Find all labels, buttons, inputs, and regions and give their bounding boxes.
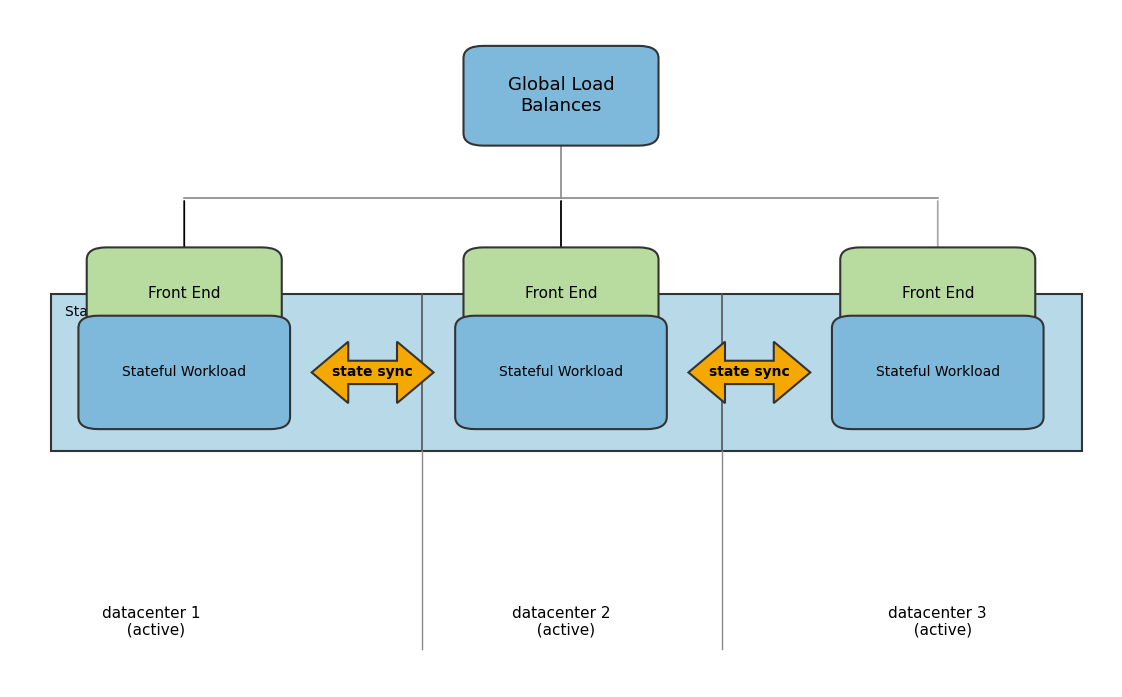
Text: Front End: Front End <box>525 286 597 301</box>
FancyBboxPatch shape <box>840 247 1036 340</box>
Text: Stateful Workload Cluster: Stateful Workload Cluster <box>65 305 242 319</box>
Text: state sync: state sync <box>332 365 413 379</box>
Text: datacenter 2
  (active): datacenter 2 (active) <box>512 606 610 638</box>
Text: datacenter 1
  (active): datacenter 1 (active) <box>102 606 200 638</box>
Text: Stateful Workload: Stateful Workload <box>122 365 247 379</box>
Text: Stateful Workload: Stateful Workload <box>499 365 623 379</box>
Text: datacenter 3
  (active): datacenter 3 (active) <box>889 606 987 638</box>
Polygon shape <box>312 342 433 403</box>
FancyBboxPatch shape <box>79 316 291 429</box>
Text: state sync: state sync <box>709 365 790 379</box>
FancyBboxPatch shape <box>456 316 666 429</box>
FancyBboxPatch shape <box>463 247 659 340</box>
Text: Global Load
Balances: Global Load Balances <box>507 77 615 115</box>
FancyBboxPatch shape <box>86 247 282 340</box>
FancyBboxPatch shape <box>831 316 1043 429</box>
FancyBboxPatch shape <box>52 294 1082 451</box>
Text: Front End: Front End <box>901 286 974 301</box>
Polygon shape <box>689 342 810 403</box>
FancyBboxPatch shape <box>463 46 659 146</box>
Text: Front End: Front End <box>148 286 221 301</box>
Text: Stateful Workload: Stateful Workload <box>875 365 1000 379</box>
